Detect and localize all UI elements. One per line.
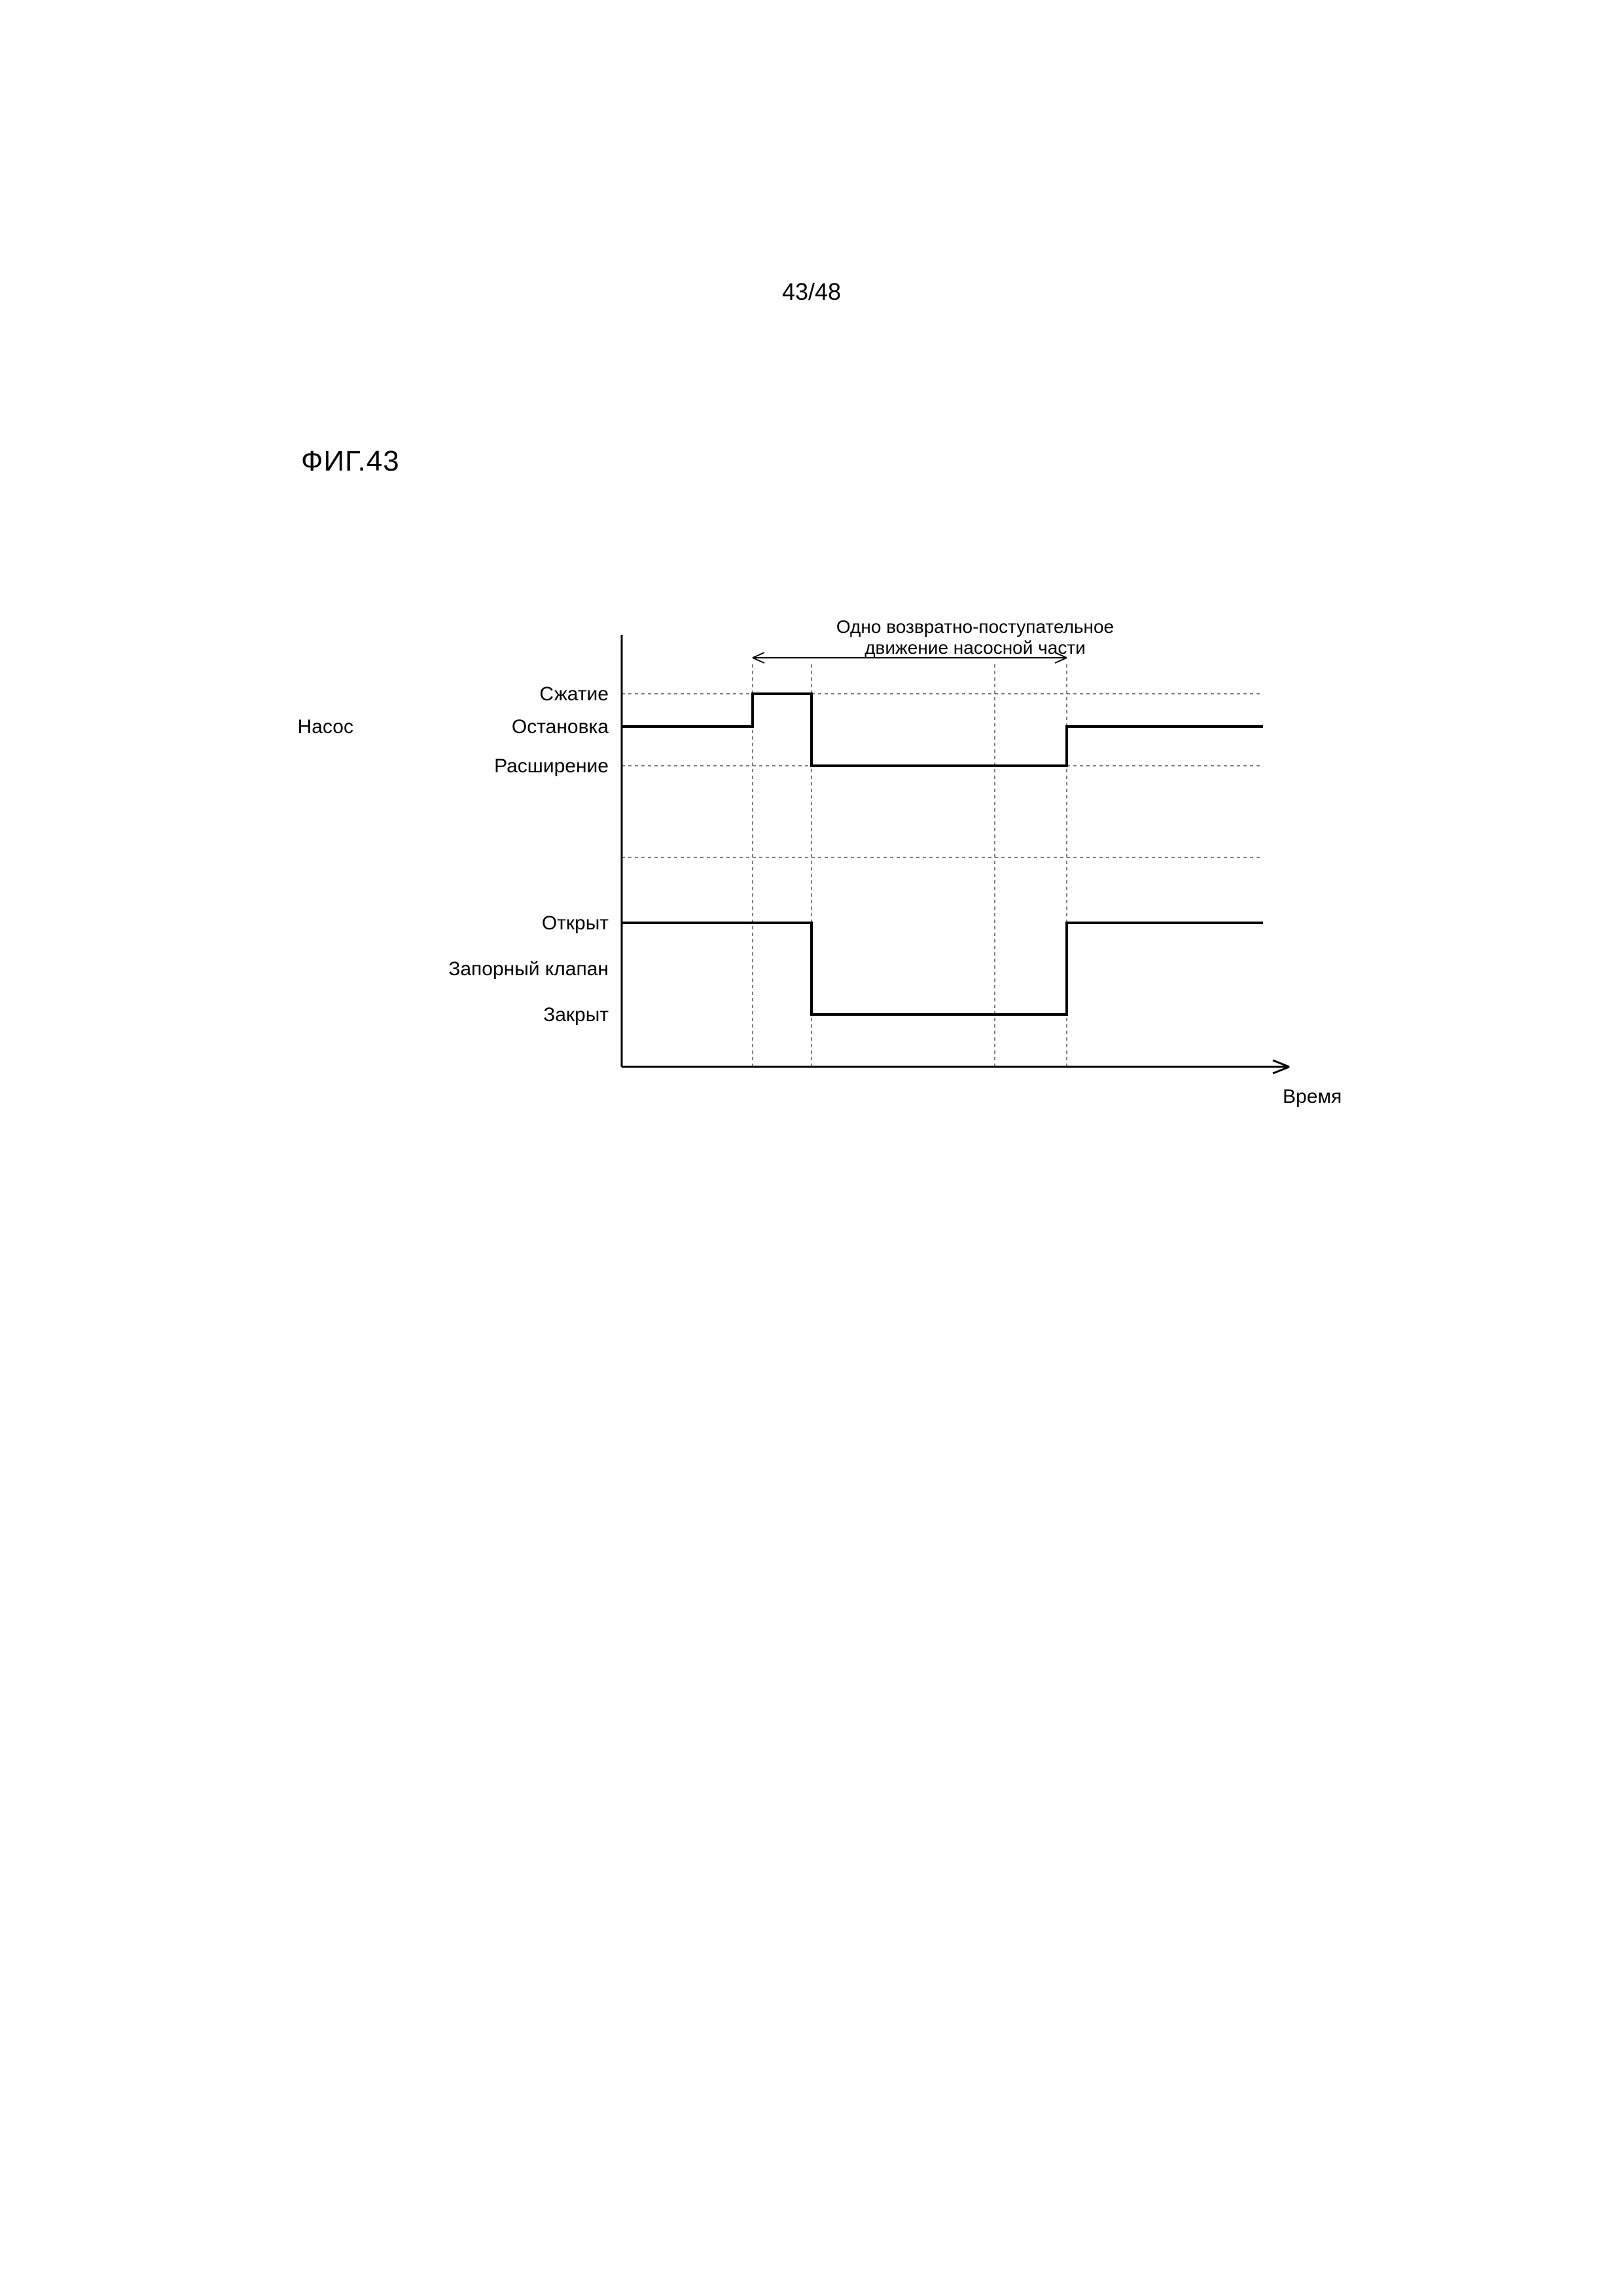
pump-label-high: Сжатие — [539, 683, 609, 705]
pump-label-mid: Остановка — [512, 716, 609, 738]
page-number: 43/48 — [0, 278, 1623, 306]
pump-group-label: Насос — [298, 716, 353, 738]
pump-trace — [622, 694, 1263, 766]
annotation-line2: движение насосной части — [865, 637, 1086, 658]
x-axis-label: Время — [1283, 1086, 1342, 1107]
valve-trace — [622, 923, 1263, 1014]
valve-group-label: Запорный клапан — [448, 958, 609, 980]
figure-title: ФИГ.43 — [301, 445, 400, 478]
valve-label-low: Закрыт — [543, 1004, 609, 1026]
annotation-line1: Одно возвратно-поступательное — [836, 617, 1114, 637]
pump-label-low: Расширение — [494, 755, 609, 777]
valve-label-high: Открыт — [542, 912, 609, 934]
timing-chart: Сжатие Остановка Расширение Открыт Закрыт Нас… — [229, 609, 1342, 1119]
